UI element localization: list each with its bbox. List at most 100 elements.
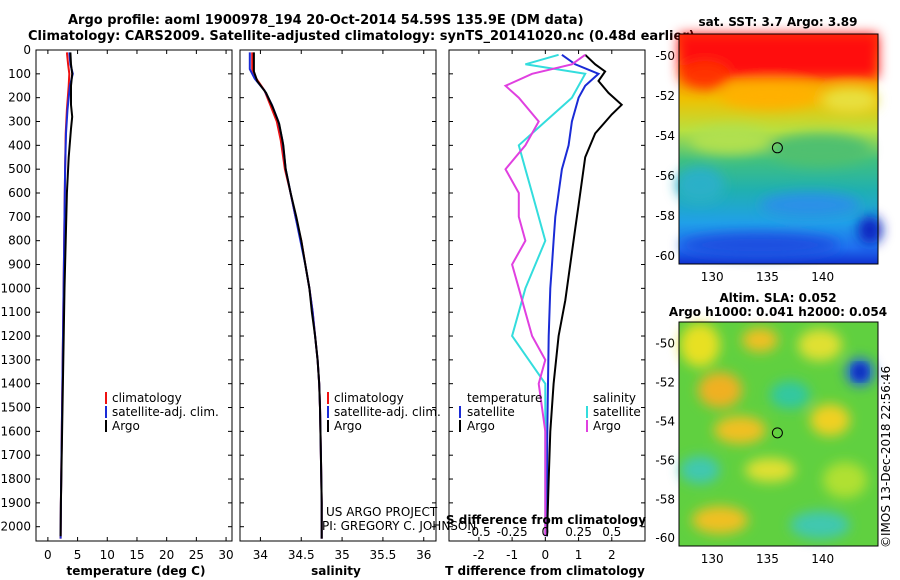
s-tick-label: 0.5 bbox=[602, 525, 621, 539]
ytick-label: 600 bbox=[8, 186, 31, 200]
xtick-label: 0 bbox=[542, 548, 550, 562]
xtick-label: 34 bbox=[253, 548, 268, 562]
sla-ytick-label: -52 bbox=[655, 375, 675, 389]
salinity-legend: climatology satellite-adj. clim. Argo bbox=[327, 391, 441, 433]
ytick-label: 1900 bbox=[0, 496, 31, 510]
ytick-label: 500 bbox=[8, 162, 31, 176]
sla-ytick-label: -50 bbox=[655, 336, 675, 350]
ytick-label: 1700 bbox=[0, 448, 31, 462]
legend-argo: Argo bbox=[334, 419, 362, 433]
ytick-label: 0 bbox=[23, 43, 31, 57]
legend-satellite-adj: satellite-adj. clim. bbox=[334, 405, 441, 419]
sla-map-title: Altim. SLA: 0.052 bbox=[719, 291, 836, 305]
sla-ytick-label: -58 bbox=[655, 492, 675, 506]
s-tick-label: 0 bbox=[542, 525, 550, 539]
s-tick-label: -0.5 bbox=[467, 525, 490, 539]
salinity-xlabel: salinity bbox=[311, 564, 361, 578]
xtick-label: 30 bbox=[218, 548, 233, 562]
ytick-label: 1200 bbox=[0, 329, 31, 343]
legend-argo: Argo bbox=[112, 419, 140, 433]
difference-legend: temperature satellite Argo salinity sate… bbox=[459, 391, 641, 433]
salinity-axes bbox=[239, 49, 437, 542]
sst-ytick-label: -52 bbox=[655, 89, 675, 103]
difference-series-t-satellite bbox=[546, 53, 601, 537]
xtick-label: 0 bbox=[44, 548, 52, 562]
legend-climatology: climatology bbox=[334, 391, 404, 405]
plot-title: Argo profile: aoml 1900978_194 20-Oct-20… bbox=[68, 13, 584, 28]
sst-map-title: sat. SST: 3.7 Argo: 3.89 bbox=[698, 15, 857, 29]
temperature-axes bbox=[35, 49, 233, 542]
sla-ytick-label: -56 bbox=[655, 453, 675, 467]
sla-ytick-label: -54 bbox=[655, 414, 675, 428]
sst-argo-marker bbox=[771, 142, 783, 154]
ytick-label: 1800 bbox=[0, 472, 31, 486]
difference-xlabel: T difference from climatology bbox=[445, 564, 645, 578]
credit-pi: PI: GREGORY C. JOHNSON bbox=[322, 519, 476, 533]
temperature-xlabel: temperature (deg C) bbox=[67, 564, 206, 578]
sla-map-subtitle: Argo h1000: 0.041 h2000: 0.054 bbox=[669, 305, 887, 319]
sla-ytick-label: -60 bbox=[655, 531, 675, 545]
legend-satellite-adj: satellite-adj. clim. bbox=[112, 405, 219, 419]
xtick-label: 25 bbox=[189, 548, 204, 562]
xtick-label: -2 bbox=[473, 548, 485, 562]
difference-series-s-satellite bbox=[511, 53, 587, 537]
sst-map bbox=[676, 33, 882, 265]
ytick-label: 1400 bbox=[0, 377, 31, 391]
credit-imos: ©IMOS 13-Dec-2018 22:56:46 bbox=[879, 366, 893, 548]
legend-s-argo: Argo bbox=[593, 419, 621, 433]
xtick-label: 5 bbox=[74, 548, 82, 562]
xtick-label: 15 bbox=[129, 548, 144, 562]
sla-xtick-label: 130 bbox=[701, 552, 724, 566]
ytick-label: 700 bbox=[8, 210, 31, 224]
ytick-label: 1300 bbox=[0, 353, 31, 367]
ytick-label: 300 bbox=[8, 115, 31, 129]
sst-xtick-label: 130 bbox=[701, 270, 724, 284]
sla-map bbox=[678, 321, 879, 547]
sst-ytick-label: -60 bbox=[655, 249, 675, 263]
difference-series-t-argo bbox=[546, 54, 624, 537]
xtick-label: 34.5 bbox=[288, 548, 315, 562]
xtick-label: 35.5 bbox=[370, 548, 397, 562]
ytick-label: 800 bbox=[8, 234, 31, 248]
sst-xtick-label: 135 bbox=[756, 270, 779, 284]
xtick-label: 10 bbox=[100, 548, 115, 562]
xtick-label: 1 bbox=[575, 548, 583, 562]
legend-t-satellite: satellite bbox=[467, 405, 515, 419]
sla-xtick-label: 135 bbox=[756, 552, 779, 566]
sla-argo-marker bbox=[771, 427, 783, 439]
salinity-series-argo bbox=[252, 52, 323, 539]
ytick-label: 1500 bbox=[0, 401, 31, 415]
difference-axes bbox=[448, 49, 646, 542]
legend-s-satellite: satellite bbox=[593, 405, 641, 419]
sst-ytick-label: -56 bbox=[655, 169, 675, 183]
difference-series-s-argo bbox=[503, 53, 586, 537]
ytick-label: 1600 bbox=[0, 424, 31, 438]
sla-xtick-label: 140 bbox=[811, 552, 834, 566]
ytick-label: 100 bbox=[8, 67, 31, 81]
ytick-label: 2000 bbox=[0, 520, 31, 534]
ytick-label: 1000 bbox=[0, 281, 31, 295]
difference-xlabel-top: S difference from climatology bbox=[446, 513, 646, 527]
ytick-label: 400 bbox=[8, 138, 31, 152]
legend-temperature-title: temperature bbox=[467, 391, 542, 405]
credit-project: US ARGO PROJECT bbox=[326, 505, 438, 519]
legend-climatology: climatology bbox=[112, 391, 182, 405]
s-tick-label: -0.25 bbox=[497, 525, 528, 539]
ytick-label: 200 bbox=[8, 91, 31, 105]
ytick-label: 1100 bbox=[0, 305, 31, 319]
xtick-label: 35 bbox=[334, 548, 349, 562]
sst-xtick-label: 140 bbox=[811, 270, 834, 284]
xtick-label: 2 bbox=[608, 548, 616, 562]
xtick-label: -1 bbox=[506, 548, 518, 562]
ytick-label: 900 bbox=[8, 258, 31, 272]
legend-t-argo: Argo bbox=[467, 419, 495, 433]
sst-ytick-label: -50 bbox=[655, 49, 675, 63]
s-tick-label: 0.25 bbox=[565, 525, 592, 539]
xtick-label: 36 bbox=[416, 548, 431, 562]
legend-salinity-title: salinity bbox=[593, 391, 636, 405]
sst-ytick-label: -54 bbox=[655, 129, 675, 143]
temperature-legend: climatology satellite-adj. clim. Argo bbox=[105, 391, 219, 433]
xtick-label: 20 bbox=[159, 548, 174, 562]
plot-subtitle: Climatology: CARS2009. Satellite-adjuste… bbox=[28, 29, 695, 44]
